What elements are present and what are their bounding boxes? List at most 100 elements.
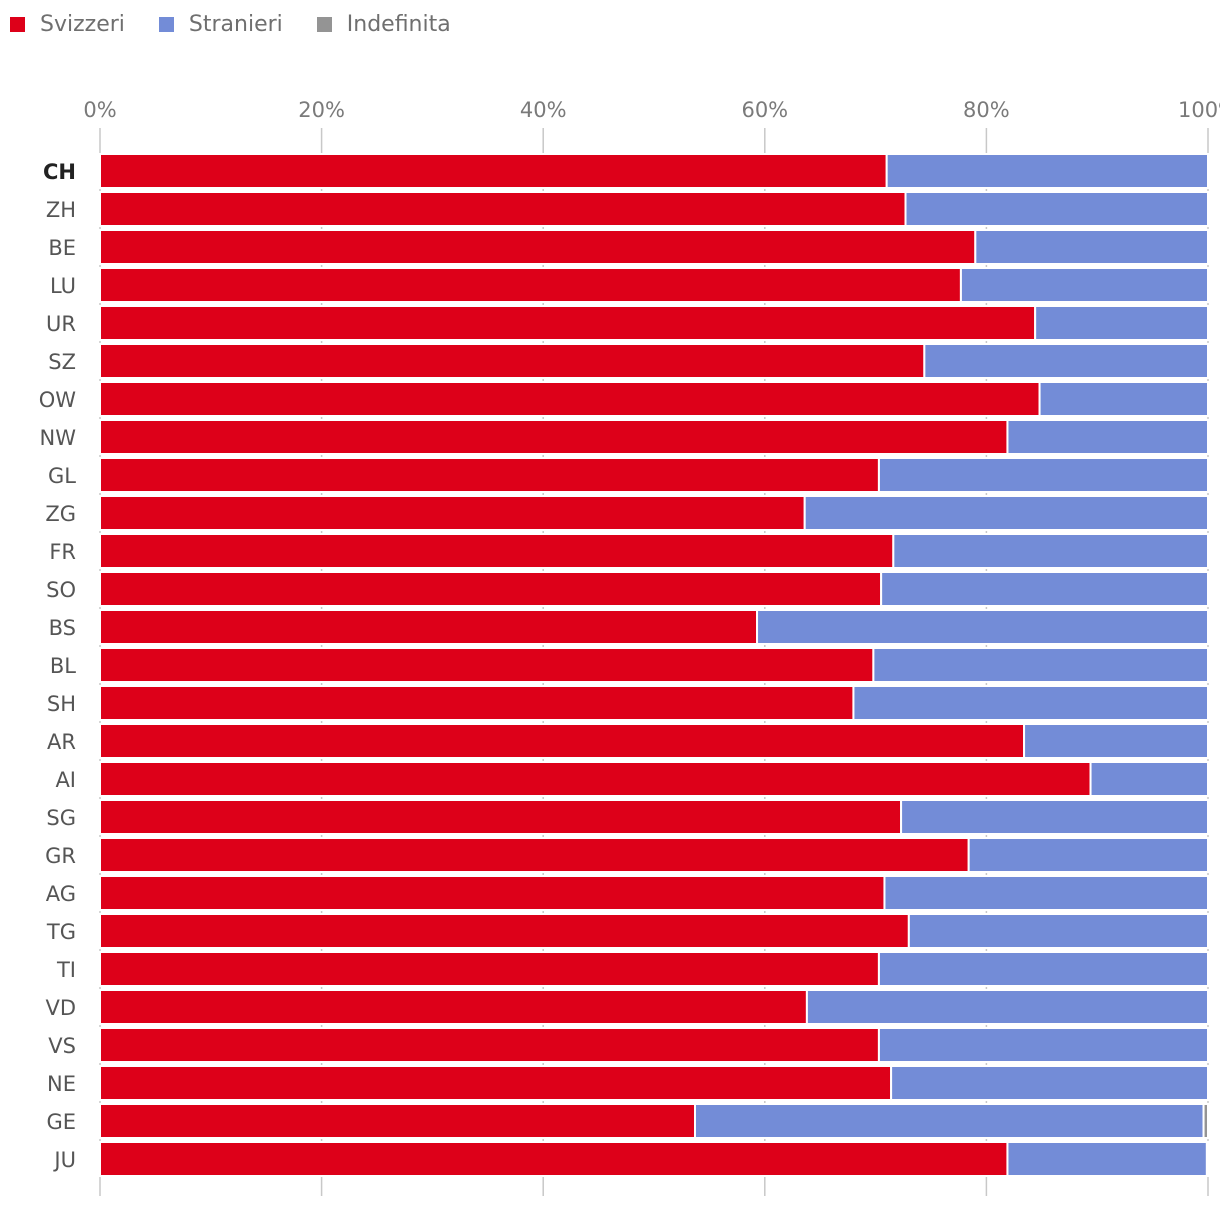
y-tick-label-sg: SG: [46, 806, 76, 830]
y-tick-label-lu: LU: [50, 274, 76, 298]
bar-sg-stranieri[interactable]: [900, 799, 1209, 835]
y-tick-label-zg: ZG: [45, 502, 76, 526]
y-tick-label-ag: AG: [46, 882, 76, 906]
y-tick-label-tg: TG: [46, 920, 76, 944]
bar-sh-svizzeri[interactable]: [99, 685, 855, 721]
y-tick-label-be: BE: [48, 236, 76, 260]
bar-fr-svizzeri[interactable]: [99, 533, 895, 569]
y-tick-label-bs: BS: [49, 616, 76, 640]
y-tick-label-ju: JU: [52, 1148, 76, 1172]
legend-swatch-svizzeri: [10, 17, 25, 32]
bar-ch-svizzeri[interactable]: [99, 153, 888, 189]
bar-ch-stranieri[interactable]: [885, 153, 1209, 189]
bar-gr-svizzeri[interactable]: [99, 837, 970, 873]
y-tick-label-ow: OW: [39, 388, 77, 412]
y-tick-label-sz: SZ: [48, 350, 76, 374]
bar-bs-stranieri[interactable]: [756, 609, 1209, 645]
x-tick-label-0: 0%: [83, 98, 116, 122]
y-tick-label-ur: UR: [46, 312, 76, 336]
legend: Svizzeri Stranieri Indefinita: [10, 12, 485, 37]
legend-label-stranieri: Stranieri: [188, 12, 283, 37]
y-tick-label-so: SO: [46, 578, 76, 602]
bar-zg-svizzeri[interactable]: [99, 495, 806, 531]
legend-item-svizzeri[interactable]: Svizzeri: [10, 12, 125, 37]
bar-ag-stranieri[interactable]: [883, 875, 1209, 911]
bar-ag-svizzeri[interactable]: [99, 875, 886, 911]
bar-be-stranieri[interactable]: [974, 229, 1209, 265]
x-tick-label-40: 40%: [520, 98, 567, 122]
bar-ne-stranieri[interactable]: [890, 1065, 1209, 1101]
x-tick-label-20: 20%: [298, 98, 345, 122]
bar-tg-svizzeri[interactable]: [99, 913, 910, 949]
y-tick-label-ne: NE: [47, 1072, 76, 1096]
x-tick-label-60: 60%: [741, 98, 788, 122]
bar-ar-svizzeri[interactable]: [99, 723, 1026, 759]
legend-label-indefinita: Indefinita: [346, 12, 451, 37]
bar-zh-svizzeri[interactable]: [99, 191, 907, 227]
bar-ur-svizzeri[interactable]: [99, 305, 1037, 341]
bar-ai-svizzeri[interactable]: [99, 761, 1092, 797]
bar-nw-stranieri[interactable]: [1006, 419, 1210, 455]
bar-so-svizzeri[interactable]: [99, 571, 883, 607]
bar-ge-svizzeri[interactable]: [99, 1103, 696, 1139]
y-tick-label-ge: GE: [46, 1110, 76, 1134]
legend-item-indefinita[interactable]: Indefinita: [316, 12, 451, 37]
y-tick-label-zh: ZH: [46, 198, 76, 222]
bar-lu-stranieri[interactable]: [959, 267, 1210, 303]
y-tick-label-vd: VD: [45, 996, 76, 1020]
bar-ju-stranieri[interactable]: [1006, 1141, 1208, 1177]
bar-gl-svizzeri[interactable]: [99, 457, 880, 493]
bar-bl-svizzeri[interactable]: [99, 647, 875, 683]
bar-ju-svizzeri[interactable]: [99, 1141, 1009, 1177]
y-tick-label-gl: GL: [48, 464, 76, 488]
bar-ge-indefinita[interactable]: [1202, 1103, 1209, 1139]
legend-swatch-stranieri: [158, 17, 174, 32]
bar-vs-stranieri[interactable]: [877, 1027, 1209, 1063]
x-tick-label-80: 80%: [963, 98, 1010, 122]
bar-vd-stranieri[interactable]: [805, 989, 1209, 1025]
bar-ai-stranieri[interactable]: [1089, 761, 1209, 797]
bar-so-stranieri[interactable]: [880, 571, 1209, 607]
bar-ti-stranieri[interactable]: [877, 951, 1209, 987]
bar-bs-svizzeri[interactable]: [99, 609, 759, 645]
bar-sz-svizzeri[interactable]: [99, 343, 926, 379]
y-tick-label-bl: BL: [50, 654, 76, 678]
bar-zh-stranieri[interactable]: [904, 191, 1209, 227]
y-tick-label-ti: TI: [56, 958, 76, 982]
bar-ow-stranieri[interactable]: [1038, 381, 1209, 417]
bar-be-svizzeri[interactable]: [99, 229, 977, 265]
legend-item-stranieri[interactable]: Stranieri: [158, 12, 283, 37]
bar-sz-stranieri[interactable]: [923, 343, 1209, 379]
y-tick-label-ai: AI: [55, 768, 76, 792]
bar-ge-stranieri[interactable]: [693, 1103, 1205, 1139]
bar-fr-stranieri[interactable]: [892, 533, 1209, 569]
legend-swatch-indefinita: [316, 17, 332, 32]
bar-sh-stranieri[interactable]: [852, 685, 1209, 721]
y-tick-label-nw: NW: [40, 426, 77, 450]
bar-ow-svizzeri[interactable]: [99, 381, 1041, 417]
bar-gr-stranieri[interactable]: [967, 837, 1209, 873]
bar-vd-svizzeri[interactable]: [99, 989, 808, 1025]
y-tick-label-vs: VS: [48, 1034, 76, 1058]
bar-tg-stranieri[interactable]: [907, 913, 1210, 949]
bar-sg-svizzeri[interactable]: [99, 799, 903, 835]
bar-ti-svizzeri[interactable]: [99, 951, 880, 987]
bar-zg-stranieri[interactable]: [803, 495, 1209, 531]
x-tick-label-100: 100%: [1178, 98, 1220, 122]
y-tick-label-ch: CH: [43, 160, 76, 184]
bar-ur-stranieri[interactable]: [1034, 305, 1209, 341]
bar-bl-stranieri[interactable]: [872, 647, 1209, 683]
bar-lu-svizzeri[interactable]: [99, 267, 962, 303]
bar-gl-stranieri[interactable]: [877, 457, 1209, 493]
y-tick-label-sh: SH: [47, 692, 76, 716]
y-tick-label-fr: FR: [49, 540, 76, 564]
bar-nw-svizzeri[interactable]: [99, 419, 1009, 455]
legend-label-svizzeri: Svizzeri: [40, 12, 125, 37]
bar-ju-indefinita[interactable]: [1205, 1141, 1209, 1177]
bar-vs-svizzeri[interactable]: [99, 1027, 880, 1063]
y-tick-label-gr: GR: [45, 844, 76, 868]
bar-ne-svizzeri[interactable]: [99, 1065, 893, 1101]
bar-ar-stranieri[interactable]: [1023, 723, 1210, 759]
